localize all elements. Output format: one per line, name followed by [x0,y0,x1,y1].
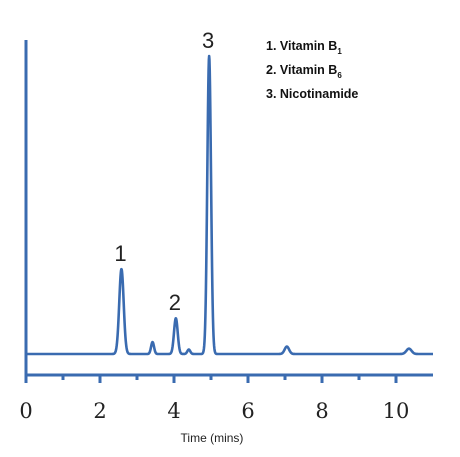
peak-labels: 1 2 3 [114,28,214,315]
legend-entry: 3. Nicotinamide [266,87,358,101]
peak-label-2: 2 [169,290,181,315]
axes [24,40,433,377]
legend-entry: 1. Vitamin B1 [266,39,342,56]
legend: 1. Vitamin B1 2. Vitamin B6 3. Nicotinamid… [266,39,358,101]
x-tick-label: 8 [315,399,328,423]
legend-entry: 2. Vitamin B6 [266,63,342,80]
peak-label-1: 1 [114,241,126,266]
chromatogram-trace [24,54,435,356]
x-axis-ticks [24,375,398,383]
x-axis-tick-labels: 0 2 4 6 8 10 [19,399,409,423]
x-tick-label: 6 [241,399,254,423]
x-tick-label: 10 [383,399,410,423]
x-axis-title: Time (mins) [181,431,244,445]
x-tick-label: 0 [19,399,32,423]
x-tick-label: 4 [167,399,180,423]
x-tick-label: 2 [93,399,106,423]
peak-label-3: 3 [202,28,214,53]
